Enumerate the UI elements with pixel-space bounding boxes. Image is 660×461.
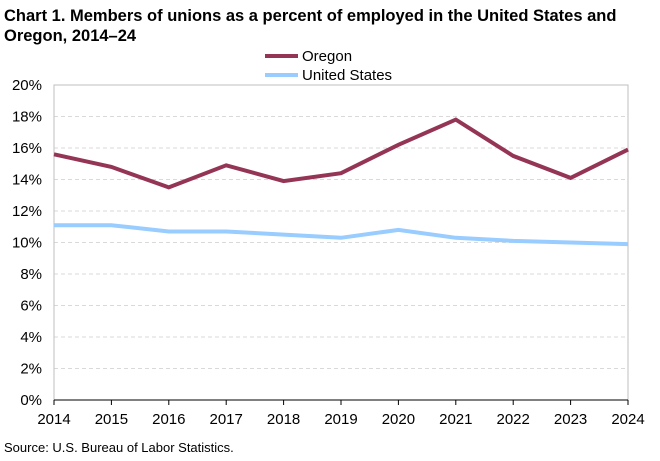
series-line-oregon bbox=[53, 117, 629, 190]
x-tick-label: 2016 bbox=[152, 411, 185, 428]
x-tick-label: 2020 bbox=[382, 411, 415, 428]
x-tick-label: 2019 bbox=[324, 411, 357, 428]
x-tick-label: 2015 bbox=[95, 411, 128, 428]
x-tick-label: 2024 bbox=[611, 411, 644, 428]
y-tick-label: 14% bbox=[12, 172, 42, 189]
series-lines bbox=[53, 117, 629, 247]
legend-label-united-states: United States bbox=[302, 67, 392, 84]
y-axis-ticks: 0% 2% 4% 6% 8% 10% 12% 14% 16% 18% 20% bbox=[12, 77, 42, 409]
x-tick-label: 2017 bbox=[210, 411, 243, 428]
y-tick-label: 10% bbox=[12, 235, 42, 252]
legend-label-oregon: Oregon bbox=[302, 48, 352, 65]
x-tick-label: 2018 bbox=[267, 411, 300, 428]
y-tick-label: 20% bbox=[12, 77, 42, 94]
x-axis-ticks: 2014 2015 2016 2017 2018 2019 2020 2021 2022 2023… bbox=[37, 400, 645, 428]
y-tick-label: 12% bbox=[12, 203, 42, 220]
source-note: Source: U.S. Bureau of Labor Statistics. bbox=[4, 440, 234, 455]
y-tick-label: 0% bbox=[20, 392, 42, 409]
y-tick-label: 6% bbox=[20, 298, 42, 315]
series-line-united-states bbox=[54, 223, 629, 247]
y-tick-label: 8% bbox=[20, 266, 42, 283]
y-tick-label: 2% bbox=[20, 361, 42, 378]
legend: Oregon United States bbox=[265, 48, 392, 84]
y-tick-label: 16% bbox=[12, 140, 42, 157]
y-tick-label: 4% bbox=[20, 329, 42, 346]
y-tick-label: 18% bbox=[12, 109, 42, 126]
x-tick-label: 2023 bbox=[554, 411, 587, 428]
x-tick-label: 2014 bbox=[37, 411, 70, 428]
x-tick-label: 2021 bbox=[439, 411, 472, 428]
x-tick-label: 2022 bbox=[497, 411, 530, 428]
chart-title: Chart 1. Members of unions as a percent … bbox=[4, 7, 617, 45]
